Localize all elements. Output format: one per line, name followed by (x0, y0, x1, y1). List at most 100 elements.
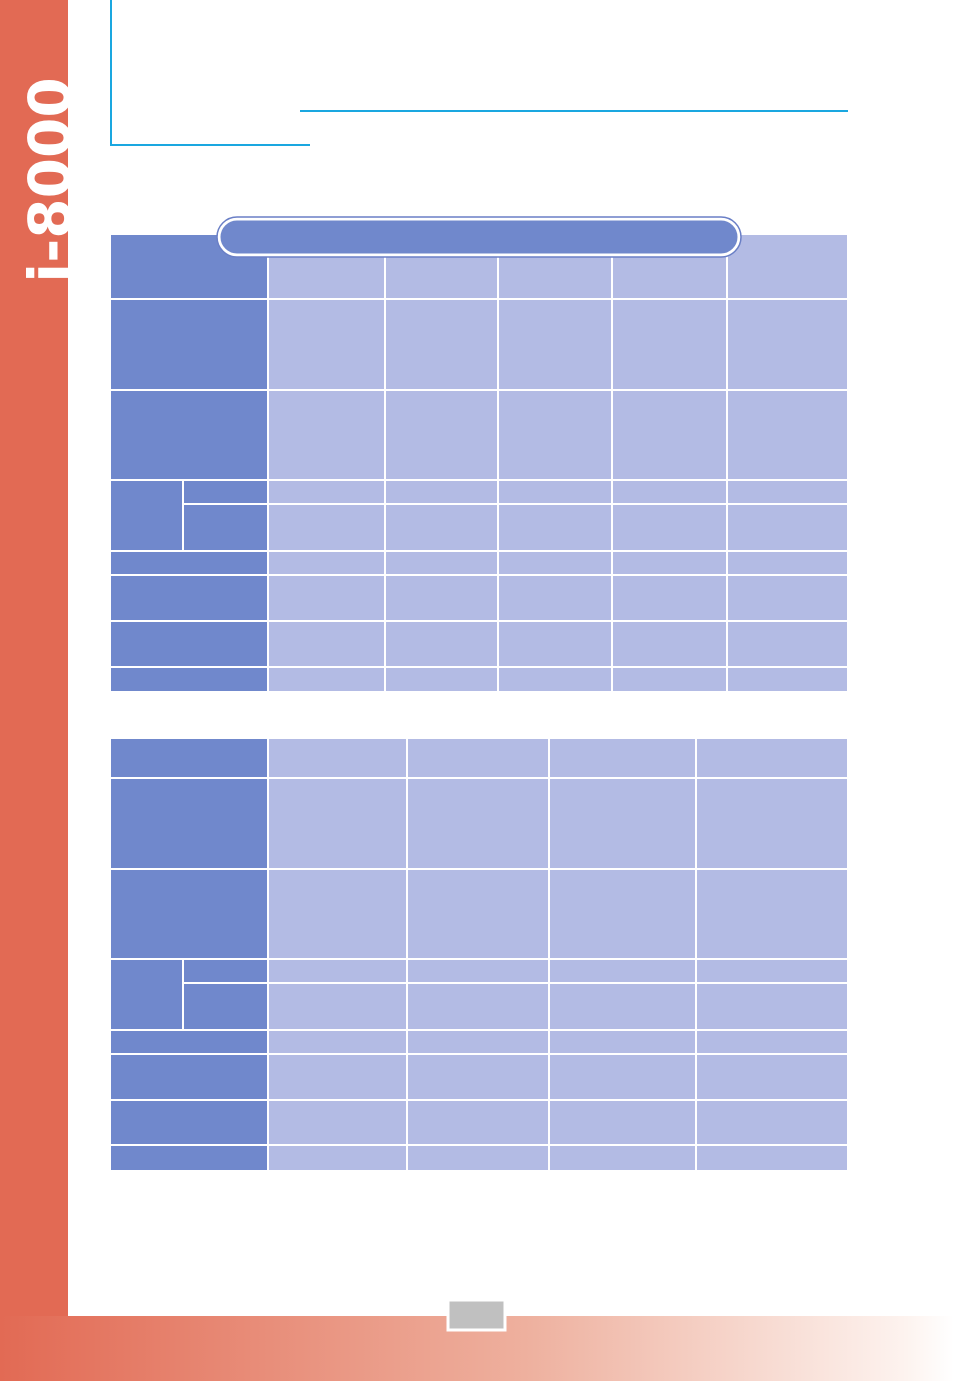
table-cell (497, 389, 613, 481)
table-cell (611, 503, 728, 552)
table-cell (384, 666, 499, 693)
table-cell (695, 868, 849, 960)
table-cell (695, 1099, 849, 1146)
table-cell (182, 982, 269, 1031)
table-cell (109, 958, 184, 1031)
table-cell (497, 666, 613, 693)
table-cell (548, 958, 697, 984)
table-cell (384, 479, 499, 505)
table-cell (695, 777, 849, 870)
table-cell (267, 620, 386, 668)
table-cell (267, 737, 408, 779)
table-cell (611, 666, 728, 693)
table-cell (384, 574, 499, 622)
table-cell (611, 298, 728, 391)
table-cell (109, 777, 269, 870)
table-cell (267, 868, 408, 960)
table-cell (384, 550, 499, 576)
table-cell (726, 479, 849, 505)
table-cell (611, 574, 728, 622)
table-cell (267, 389, 386, 481)
table-cell (267, 479, 386, 505)
table-cell (267, 666, 386, 693)
table-cell (406, 982, 550, 1031)
table-cell (109, 574, 269, 622)
table-cell (726, 574, 849, 622)
table-cell (109, 1053, 269, 1101)
table-cell (384, 389, 499, 481)
table (109, 233, 849, 693)
table-cell (109, 737, 269, 779)
table-cell (548, 868, 697, 960)
table-cell (182, 479, 269, 505)
table-cell (497, 574, 613, 622)
table-cell (267, 574, 386, 622)
table-cell (267, 550, 386, 576)
caption-border (216, 216, 742, 258)
table-cell (695, 1053, 849, 1101)
table-cell (497, 550, 613, 576)
table-cell (406, 1099, 550, 1146)
table-cell (611, 389, 728, 481)
table-cell (695, 1029, 849, 1055)
table-cell (611, 620, 728, 668)
table-cell (406, 1029, 550, 1055)
table-cell (267, 958, 408, 984)
table-cell (406, 777, 550, 870)
table-cell (406, 958, 550, 984)
table-cell (267, 982, 408, 1031)
table-cell (548, 1099, 697, 1146)
table-cell (267, 503, 386, 552)
table-cell (267, 1053, 408, 1101)
table-cell (109, 868, 269, 960)
table-cell (726, 298, 849, 391)
table-cell (726, 503, 849, 552)
table-cell (109, 479, 184, 552)
table-cell (109, 620, 269, 668)
table-cell (548, 737, 697, 779)
table-cell (726, 233, 849, 300)
table (109, 737, 849, 1172)
table-cell (497, 503, 613, 552)
table-cell (109, 550, 269, 576)
table-cell (406, 737, 550, 779)
table-cell (726, 620, 849, 668)
table-cell (548, 1144, 697, 1172)
table-cell (267, 1144, 408, 1172)
table-cell (109, 1099, 269, 1146)
table-cell (267, 1099, 408, 1146)
table-cell (548, 982, 697, 1031)
table-cell (267, 777, 408, 870)
table-cell (726, 550, 849, 576)
table-cell (384, 298, 499, 391)
table-cell (548, 1053, 697, 1101)
table-cell (611, 550, 728, 576)
table-cell (109, 1144, 269, 1172)
table-cell (109, 389, 269, 481)
table-cell (182, 503, 269, 552)
table-caption (217, 217, 741, 257)
table-cell (497, 298, 613, 391)
table-cell (406, 1053, 550, 1101)
table-cell (267, 1029, 408, 1055)
table-cell (611, 479, 728, 505)
table-cell (548, 777, 697, 870)
table-cell (497, 479, 613, 505)
table-cell (695, 958, 849, 984)
table-cell (726, 389, 849, 481)
table-cell (406, 868, 550, 960)
table-cell (406, 1144, 550, 1172)
table-cell (695, 982, 849, 1031)
table-cell (109, 666, 269, 693)
table-cell (109, 298, 269, 391)
table-cell (109, 1029, 269, 1055)
table-cell (384, 620, 499, 668)
table-cell (182, 958, 269, 984)
table-cell (695, 1144, 849, 1172)
sidebar (0, 0, 68, 1381)
table-cell (267, 298, 386, 391)
table-cell (384, 503, 499, 552)
page-number-box (446, 1298, 507, 1332)
